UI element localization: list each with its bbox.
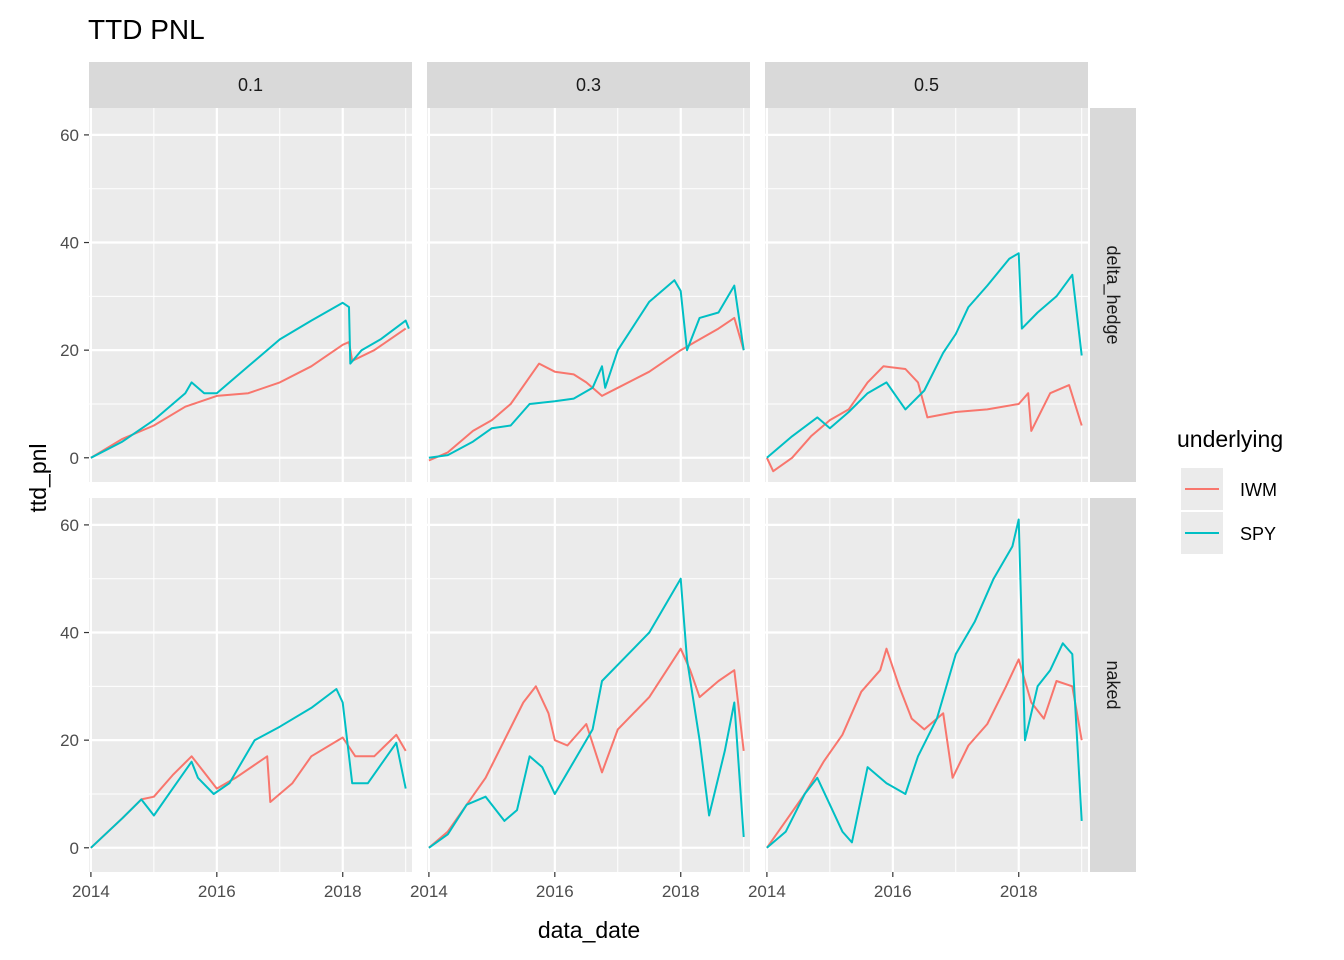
y-axis-title: ttd_pnl bbox=[25, 443, 51, 512]
y-tick-label: 0 bbox=[70, 449, 79, 468]
panel-naked-0.1: 0 20 40 60 2014 2016 2018 bbox=[60, 498, 412, 901]
x-tick-label: 2016 bbox=[198, 882, 236, 901]
legend: underlying IWM SPY bbox=[1177, 426, 1283, 554]
panel-background bbox=[89, 498, 412, 872]
panel-background bbox=[427, 498, 750, 872]
facet-strip-row-label: delta_hedge bbox=[1102, 245, 1123, 344]
panel-background bbox=[765, 108, 1088, 482]
legend-title: underlying bbox=[1177, 426, 1283, 452]
facet-strip-col-label: 0.5 bbox=[914, 75, 939, 95]
y-tick-label: 40 bbox=[60, 624, 79, 643]
y-tick-label: 0 bbox=[70, 839, 79, 858]
panel-delta_hedge-0.3 bbox=[427, 108, 750, 482]
x-tick-label: 2014 bbox=[748, 882, 786, 901]
panel-delta_hedge-0.1: 0 20 40 60 bbox=[60, 108, 412, 482]
panel-naked-0.3: 2014 2016 2018 bbox=[410, 498, 750, 901]
x-tick-label: 2018 bbox=[324, 882, 362, 901]
series-line-spy bbox=[428, 279, 745, 459]
x-tick-label: 2018 bbox=[1000, 882, 1038, 901]
facet-strip-col-label: 0.3 bbox=[576, 75, 601, 95]
series-line-spy bbox=[766, 518, 1083, 849]
facet-strip-row-naked bbox=[1090, 498, 1136, 872]
y-tick-label: 60 bbox=[60, 126, 79, 145]
x-tick-label: 2016 bbox=[536, 882, 574, 901]
facet-strip-col-label: 0.1 bbox=[238, 75, 263, 95]
panel-background bbox=[427, 108, 750, 482]
series-line-iwm bbox=[766, 647, 1083, 849]
x-tick-label: 2018 bbox=[662, 882, 700, 901]
panel-delta_hedge-0.5 bbox=[765, 108, 1088, 482]
panel-background bbox=[89, 108, 412, 482]
series-line-spy bbox=[428, 577, 745, 849]
facet-strip-row-delta_hedge bbox=[1090, 108, 1136, 482]
x-tick-label: 2014 bbox=[410, 882, 448, 901]
legend-label-spy: SPY bbox=[1240, 524, 1276, 544]
series-line-iwm bbox=[765, 365, 1083, 473]
series-line-spy bbox=[90, 688, 407, 849]
series-line-iwm bbox=[428, 316, 745, 462]
x-axis-title: data_date bbox=[538, 917, 640, 943]
chart-title: TTD PNL bbox=[88, 14, 205, 45]
panel-naked-0.5: 2014 2016 2018 bbox=[748, 498, 1088, 901]
panel-background bbox=[765, 498, 1088, 872]
y-tick-label: 40 bbox=[60, 234, 79, 253]
series-line-spy bbox=[90, 301, 410, 459]
facet-strip-col-0.1 bbox=[89, 62, 412, 108]
x-tick-label: 2016 bbox=[874, 882, 912, 901]
series-line-iwm bbox=[90, 733, 407, 849]
facet-strip-col-0.3 bbox=[427, 62, 750, 108]
facet-strip-row-label: naked bbox=[1103, 660, 1123, 709]
series-line-iwm bbox=[428, 647, 745, 849]
y-tick-label: 20 bbox=[60, 341, 79, 360]
y-tick-label: 60 bbox=[60, 516, 79, 535]
y-tick-label: 20 bbox=[60, 731, 79, 750]
facet-strip-col-0.5 bbox=[765, 62, 1088, 108]
legend-label-iwm: IWM bbox=[1240, 480, 1277, 500]
series-line-spy bbox=[766, 252, 1083, 459]
x-tick-label: 2014 bbox=[72, 882, 110, 901]
